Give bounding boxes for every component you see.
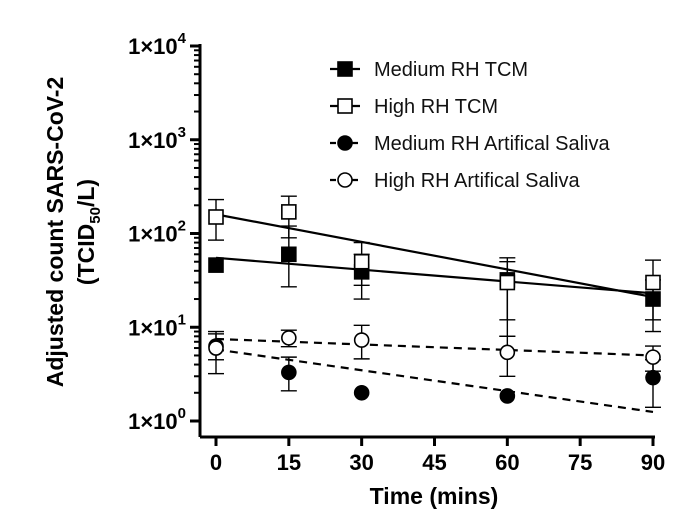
y-axis-title: Adjusted count SARS-CoV-2 (TCID50/L)	[42, 77, 104, 388]
y-tick-label-exponent: 4	[178, 30, 187, 47]
x-tick-label: 30	[349, 450, 373, 475]
x-tick-label: 90	[641, 450, 665, 475]
high-rh-artifical-saliva-point	[645, 349, 661, 365]
high-rh-tcm-point	[645, 274, 661, 291]
y-tick-label: 1×100	[128, 405, 186, 434]
y-tick-label-exponent: 3	[178, 124, 186, 141]
y-axis-title-prefix: (TCID	[73, 224, 99, 285]
y-tick-label-base: 1×10	[128, 409, 178, 434]
high-rh-artifical-saliva-point	[499, 344, 516, 361]
high-rh-tcm-point	[499, 274, 516, 291]
legend: Medium RH TCM High RH TCM Medium RH Artifi…	[330, 59, 611, 192]
high-rh-tcm-point	[208, 209, 224, 225]
high-rh-tcm-point	[281, 204, 297, 220]
y-axis-title-line2: (TCID50/L)	[73, 179, 104, 285]
high-rh-artifical-saliva-point	[353, 332, 370, 348]
y-tick-label: 1×102	[128, 218, 186, 247]
y-tick-label: 1×103	[128, 124, 186, 153]
x-tick-label: 75	[568, 450, 592, 475]
y-tick-label: 1×104	[128, 30, 187, 59]
x-tick-label: 60	[495, 450, 519, 475]
y-axis-title-line1: Adjusted count SARS-CoV-2	[42, 77, 68, 388]
medium-rh-tcm-fit-line	[215, 256, 654, 295]
medium-rh-tcm-legend-label: Medium RH TCM	[374, 59, 528, 81]
y-tick-label-base: 1×10	[128, 315, 178, 340]
medium-rh-artifical-saliva-point	[499, 388, 516, 404]
medium-rh-tcm-point	[281, 246, 297, 263]
y-tick-label-base: 1×10	[128, 222, 178, 247]
y-tick-label-exponent: 0	[178, 405, 186, 422]
medium-rh-tcm-point	[208, 257, 224, 273]
x-axis-title: Time (mins)	[370, 483, 499, 509]
medium-rh-tcm-legend-marker	[337, 61, 353, 77]
high-rh-artifical-saliva-legend-label: High RH Artifical Saliva	[374, 170, 581, 192]
high-rh-tcm-point	[353, 253, 370, 270]
high-rh-artifical-saliva-point	[281, 330, 297, 346]
x-tick-label: 45	[422, 450, 446, 475]
y-tick-label-exponent: 2	[178, 218, 186, 235]
medium-rh-artifical-saliva-point	[353, 384, 370, 401]
x-tick-label: 0	[210, 450, 222, 475]
high-rh-tcm-legend-label: High RH TCM	[374, 96, 498, 118]
medium-rh-artifical-saliva-legend-marker	[337, 135, 353, 151]
y-axis-title-subscript: 50	[87, 207, 104, 224]
y-tick-label-base: 1×10	[128, 128, 178, 153]
y-tick-label: 1×101	[128, 311, 186, 340]
high-rh-artifical-saliva-legend-marker	[337, 172, 353, 188]
y-tick-label-exponent: 1	[178, 311, 186, 328]
high-rh-tcm-legend-marker	[337, 98, 353, 114]
medium-rh-artifical-saliva-legend-label: Medium RH Artifical Saliva	[374, 133, 611, 155]
high-rh-artifical-saliva-point	[208, 340, 224, 356]
medium-rh-artifical-saliva-fit-line	[215, 348, 654, 414]
y-axis-title-suffix: /L)	[73, 179, 99, 207]
x-tick-label: 15	[277, 450, 301, 475]
medium-rh-artifical-saliva-point	[645, 369, 661, 386]
y-tick-label-base: 1×10	[128, 34, 178, 59]
medium-rh-artifical-saliva-point	[281, 364, 297, 381]
